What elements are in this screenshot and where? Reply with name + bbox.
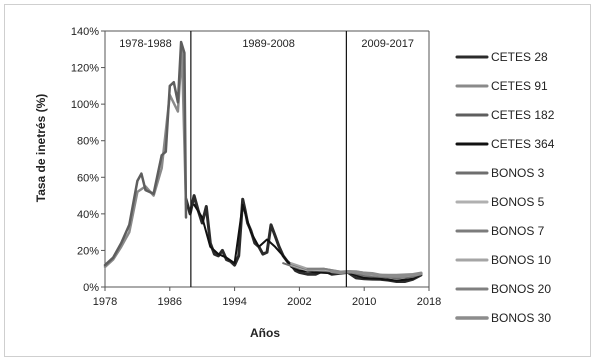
legend-label: CETES 182 bbox=[491, 108, 555, 122]
line-chart: 1978-1988 1989-2008 2009-2017 0% 20% 40% 60% 8… bbox=[34, 26, 555, 340]
x-tick-label: 1978 bbox=[93, 296, 117, 308]
series-line bbox=[330, 269, 423, 278]
y-tick-label: 140% bbox=[71, 26, 99, 38]
y-tick-label: 60% bbox=[77, 172, 99, 184]
period-dividers bbox=[190, 31, 347, 287]
legend-label: BONOS 20 bbox=[491, 282, 551, 296]
axes: 0% 20% 40% 60% 80% 100% 120% 140% 1978 1986 1994 20… bbox=[71, 26, 441, 308]
legend-label: BONOS 10 bbox=[491, 253, 551, 267]
y-tick-label: 100% bbox=[71, 99, 99, 111]
period-labels: 1978-1988 1989-2008 2009-2017 bbox=[119, 38, 414, 50]
series-line bbox=[193, 203, 422, 282]
x-tick-label: 2002 bbox=[287, 296, 311, 308]
series-line bbox=[184, 194, 423, 283]
legend-label: BONOS 5 bbox=[491, 195, 545, 209]
legend-label: BONOS 3 bbox=[491, 166, 545, 180]
x-tick-label: 2018 bbox=[417, 296, 441, 308]
y-tick-label: 80% bbox=[77, 136, 99, 148]
legend-label: BONOS 30 bbox=[491, 311, 551, 325]
period-label: 1978-1988 bbox=[119, 38, 172, 50]
legend-label: CETES 28 bbox=[491, 50, 548, 64]
y-tick-label: 20% bbox=[77, 245, 99, 257]
y-tick-label: 0% bbox=[83, 282, 99, 294]
x-tick-label: 1994 bbox=[222, 296, 246, 308]
legend-label: CETES 364 bbox=[491, 137, 555, 151]
x-tick-label: 1986 bbox=[158, 296, 182, 308]
y-axis-label: Tasa de inetrés (%) bbox=[34, 94, 48, 202]
series-line bbox=[103, 40, 188, 267]
legend-label: CETES 91 bbox=[491, 79, 548, 93]
legend: CETES 28 CETES 91 CETES 182 CETES 364 BONOS … bbox=[455, 50, 555, 325]
legend-label: BONOS 7 bbox=[491, 224, 545, 238]
series-lines bbox=[103, 40, 423, 283]
y-tick-label: 120% bbox=[71, 63, 99, 75]
period-label: 1989-2008 bbox=[242, 38, 295, 50]
period-label: 2009-2017 bbox=[361, 38, 414, 50]
x-axis-label: Años bbox=[250, 326, 280, 340]
y-tick-label: 40% bbox=[77, 209, 99, 221]
x-tick-label: 2010 bbox=[352, 296, 376, 308]
chart-frame: 1978-1988 1989-2008 2009-2017 0% 20% 40% 60% 8… bbox=[4, 4, 591, 357]
